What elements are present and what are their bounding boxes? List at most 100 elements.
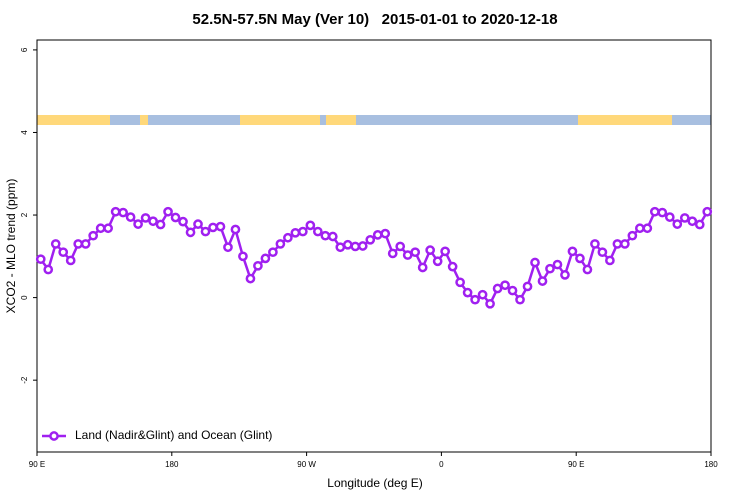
data-point: [110, 206, 121, 217]
data-point: [522, 281, 533, 292]
data-point: [238, 251, 248, 262]
y-tick-label: 4: [20, 130, 29, 135]
data-point: [103, 223, 113, 234]
data-point: [575, 253, 585, 264]
data-point: [170, 212, 181, 223]
data-point: [155, 219, 166, 230]
data-point: [380, 228, 391, 239]
data-point: [455, 277, 465, 288]
legend-label: Land (Nadir&Glint) and Ocean (Glint): [75, 428, 272, 442]
data-point: [268, 247, 278, 258]
data-point: [80, 239, 91, 249]
data-point: [679, 213, 690, 223]
data-point: [470, 294, 480, 305]
data-point: [694, 219, 705, 230]
data-point: [305, 220, 316, 231]
data-point: [312, 226, 323, 237]
data-point: [215, 221, 226, 232]
data-point: [627, 230, 638, 241]
data-point: [320, 230, 331, 241]
data-point: [387, 248, 398, 259]
chart-title: 52.5N-57.5N May (Ver 10) 2015-01-01 to 2…: [192, 11, 557, 28]
data-point: [65, 255, 76, 266]
data-point: [612, 239, 623, 249]
y-axis-label: XCO2 - MLO trend (ppm): [4, 179, 18, 314]
data-point: [687, 216, 698, 227]
data-point: [230, 224, 241, 235]
data-point: [507, 285, 518, 296]
data-point: [185, 227, 196, 238]
data-point: [545, 263, 555, 274]
land-band: [326, 115, 356, 125]
data-point: [664, 212, 675, 222]
data-point: [447, 261, 458, 272]
data-point: [58, 247, 69, 258]
x-tick-label: 180: [704, 460, 718, 469]
data-point: [283, 232, 293, 243]
data-point: [335, 242, 346, 253]
data-point: [88, 230, 99, 241]
data-point: [462, 287, 473, 298]
data-point: [649, 206, 660, 217]
data-point: [223, 242, 233, 253]
data-point: [327, 231, 338, 242]
data-point: [597, 247, 608, 258]
y-tick-label: -2: [20, 376, 29, 384]
y-tick-label: 0: [20, 295, 29, 300]
data-point: [342, 239, 353, 250]
x-axis-label: Longitude (deg E): [327, 476, 422, 490]
data-point: [73, 239, 84, 249]
y-tick-label: 2: [20, 212, 29, 217]
land-band: [578, 115, 672, 125]
data-point: [290, 227, 301, 238]
data-point: [702, 206, 713, 217]
land-band: [140, 115, 148, 125]
data-point: [372, 230, 383, 240]
data-point: [357, 241, 368, 251]
data-point: [43, 264, 54, 275]
x-tick-label: 90 E: [29, 460, 45, 469]
data-point: [365, 234, 376, 245]
x-tick-label: 90 W: [297, 460, 316, 469]
data-point: [432, 256, 443, 267]
x-tick-label: 90 E: [568, 460, 584, 469]
data-point: [178, 216, 188, 227]
land-ocean-band: [37, 115, 711, 125]
land-band: [240, 115, 320, 125]
data-point: [298, 226, 308, 237]
data-point: [500, 280, 510, 291]
legend-marker: [49, 431, 59, 441]
data-point: [492, 283, 503, 294]
data-point: [260, 253, 271, 264]
data-point: [148, 216, 158, 227]
data-point: [567, 246, 578, 257]
ocean-band: [37, 115, 711, 125]
data-point: [125, 212, 136, 222]
x-tick-label: 180: [165, 460, 179, 469]
data-point: [605, 255, 615, 266]
data-point: [582, 264, 593, 275]
data-point: [253, 260, 263, 271]
data-point: [657, 207, 668, 218]
data-point: [95, 223, 106, 234]
data-point: [515, 294, 525, 305]
y-tick-label: 6: [20, 47, 29, 52]
data-point: [485, 298, 495, 309]
data-point: [208, 222, 218, 233]
data-point: [193, 219, 203, 229]
data-point: [245, 273, 256, 284]
data-point: [35, 254, 46, 265]
data-point: [133, 219, 143, 229]
data-point: [410, 247, 421, 258]
data-point: [590, 239, 600, 249]
data-point: [350, 241, 361, 252]
data-point: [163, 206, 173, 217]
data-point: [425, 245, 436, 255]
data-point: [620, 239, 630, 249]
land-band: [37, 115, 110, 125]
data-point: [118, 207, 128, 218]
data-point: [140, 213, 151, 223]
data-point: [200, 226, 211, 237]
data-point: [395, 241, 406, 252]
